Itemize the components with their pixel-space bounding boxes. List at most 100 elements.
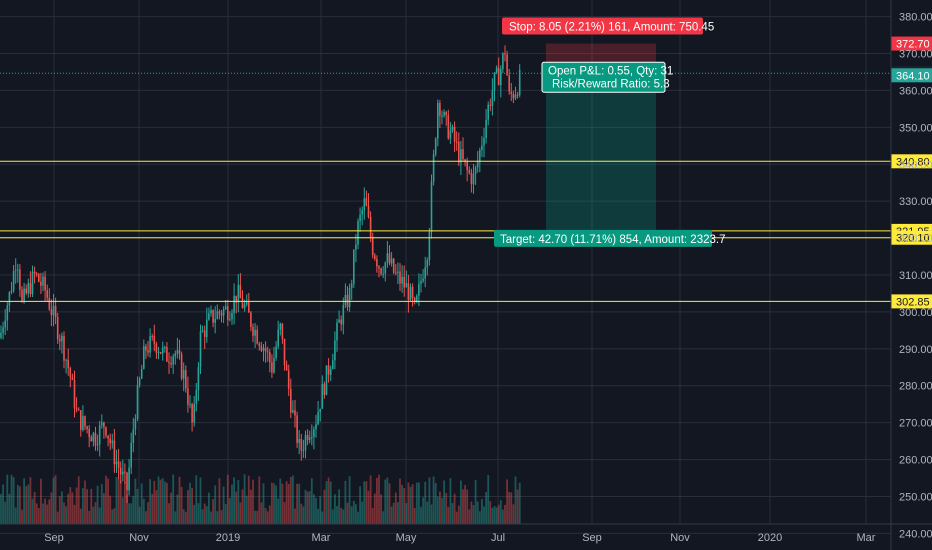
target-label-text: Target: 42.70 (11.71%) 854, Amount: 2323… <box>500 234 725 246</box>
candle-body <box>294 410 296 416</box>
candle-body <box>227 306 229 321</box>
volume-bar <box>247 475 250 524</box>
candle-body <box>84 416 86 427</box>
candle-body <box>4 320 6 328</box>
candle-body <box>134 418 137 430</box>
candle-body <box>275 346 277 359</box>
candle-body <box>487 104 489 120</box>
candle-body <box>254 329 256 336</box>
candle-body <box>502 53 504 70</box>
volume-bar <box>147 502 149 524</box>
volume-bar <box>487 475 490 524</box>
stop-price-tag-label: 372.70 <box>896 39 930 51</box>
candle-body <box>168 361 170 363</box>
candle-body <box>422 278 424 281</box>
volume-bar <box>340 507 343 524</box>
volume-bar <box>294 508 296 524</box>
candle-body <box>191 404 193 423</box>
candle-body <box>304 434 307 451</box>
volume-bar <box>77 476 80 524</box>
candle-body <box>479 150 481 162</box>
candle-body <box>374 255 376 259</box>
volume-bar <box>44 498 46 524</box>
y-tick-label: 260.00 <box>899 455 932 467</box>
candle-body <box>395 272 397 274</box>
volume-bar <box>84 480 86 524</box>
candle-body <box>71 377 74 380</box>
pnl-box <box>541 61 666 93</box>
volume-bar <box>371 508 374 524</box>
candle-body <box>210 309 212 314</box>
candle-body <box>405 283 408 288</box>
candle-body <box>239 284 242 299</box>
volume-bar <box>275 485 277 524</box>
y-tick-label: 340.00 <box>899 159 932 171</box>
volume-bar <box>258 476 261 524</box>
volume-bar <box>126 494 128 524</box>
candle-body <box>248 302 250 313</box>
volume-bar <box>109 495 112 524</box>
candle-body <box>224 306 227 310</box>
volume-bar <box>119 480 122 524</box>
volume-bar <box>233 477 235 524</box>
candle-body <box>107 435 109 439</box>
volume-bar <box>226 474 229 524</box>
candle-body <box>195 390 198 404</box>
level-tag-label: 302.85 <box>896 296 930 308</box>
volume-bar <box>380 494 382 524</box>
volume-bar <box>23 478 25 524</box>
volume-bar <box>0 493 2 524</box>
candle-body <box>10 290 13 293</box>
candle-body <box>92 432 95 442</box>
volume-bar <box>403 488 406 524</box>
candle-body <box>153 336 156 344</box>
candle-body <box>193 403 195 423</box>
candle-body <box>189 404 191 406</box>
candle-body <box>166 347 168 362</box>
candle-body <box>323 383 326 395</box>
candle-body <box>250 312 252 327</box>
volume-bar <box>445 492 448 524</box>
candle-body <box>472 173 475 185</box>
candle-body <box>468 170 471 173</box>
volume-bar <box>300 503 303 524</box>
candle-body <box>495 67 498 73</box>
candle-body <box>363 198 366 211</box>
candle-body <box>319 408 321 412</box>
candle-body <box>67 359 69 369</box>
volume-bar <box>489 501 492 524</box>
candle-body <box>237 284 240 303</box>
candle-body <box>143 346 145 369</box>
volume-bar <box>138 506 141 524</box>
candle-body <box>481 145 483 151</box>
volume-bar <box>413 507 416 524</box>
candle-body <box>128 467 130 491</box>
candle-body <box>277 329 279 347</box>
volume-bar <box>145 511 147 524</box>
volume-bar <box>432 476 435 524</box>
candle-body <box>420 280 422 284</box>
candle-body <box>216 311 219 319</box>
candle-body <box>130 442 132 468</box>
candle-body <box>82 416 84 430</box>
volume-bar <box>359 486 361 524</box>
y-tick-label: 270.00 <box>899 418 932 430</box>
volume-bar <box>292 475 294 524</box>
volume-bar <box>229 498 231 524</box>
candle-body <box>136 385 139 419</box>
volume-bar <box>168 503 170 524</box>
volume-bar <box>376 477 378 524</box>
time-axis[interactable]: Sep Nov 2019 Mar May Jul Sep Nov 2020 Mar <box>0 523 932 544</box>
candle-body <box>25 288 27 294</box>
volume-bar <box>304 489 307 524</box>
volume-bar <box>56 511 59 524</box>
volume-bar <box>35 503 38 524</box>
price-axis[interactable]: 240.00 250.00 260.00 270.00 280.00 290.00 300.… <box>890 0 932 550</box>
candle-body <box>86 426 88 429</box>
candle-body <box>380 268 382 274</box>
candle-body <box>229 319 231 321</box>
candle-body <box>273 358 275 373</box>
candle-body <box>176 350 179 354</box>
volume-bar <box>155 490 158 524</box>
x-tick-label: May <box>396 532 417 544</box>
